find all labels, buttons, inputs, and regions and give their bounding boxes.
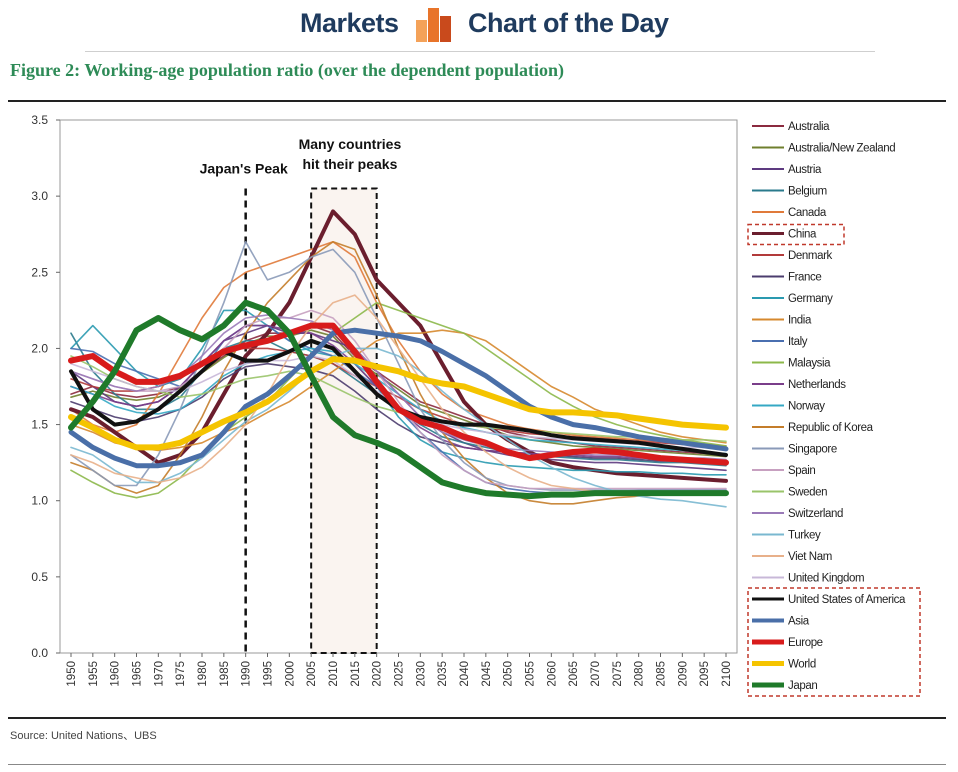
legend-label: Republic of Korea: [788, 422, 874, 434]
legend-label: Europe: [788, 637, 823, 649]
series-line-spain: [70, 309, 727, 490]
legend-label: Germany: [788, 293, 833, 305]
line-chart: Japan's Peak Many countries hit their peak…: [31, 113, 921, 697]
x-tick-label: 1955: [88, 661, 100, 687]
legend-label: India: [788, 315, 812, 327]
x-tick-label: 1950: [66, 661, 78, 687]
legend-label: United Kingdom: [788, 573, 864, 585]
x-tick-label: 2020: [372, 661, 384, 687]
x-tick-label: 2085: [656, 661, 668, 687]
x-tick-label: 2000: [284, 661, 296, 687]
x-tick-label: 2045: [481, 661, 493, 687]
y-tick-label: 0.5: [31, 570, 48, 584]
japan-peak-label: Japan's Peak: [200, 160, 288, 176]
bar-chart-icon: [416, 8, 451, 42]
x-tick-label: 1990: [241, 661, 253, 687]
y-tick-label: 3.5: [31, 113, 48, 127]
y-tick-label: 3.0: [31, 189, 48, 203]
x-tick-label: 1980: [197, 661, 209, 687]
legend-label: Turkey: [788, 530, 821, 542]
x-tick-label: 2070: [590, 661, 602, 687]
y-tick-label: 2.5: [31, 265, 48, 279]
china-highlight-box: [747, 223, 845, 246]
x-tick-label: 1975: [175, 661, 187, 687]
many-peaks-box: [310, 187, 378, 655]
legend-label: Norway: [788, 401, 825, 413]
x-tick-label: 1985: [219, 661, 231, 687]
x-tick-label: 1965: [132, 661, 144, 687]
axes: 0.0 0.5 1.0 1.5 2.0 2.5 3.0 3.5 1950 1955 1960 1965…: [31, 113, 733, 687]
legend-label: Viet Nam: [788, 551, 832, 563]
legend-label: Malaysia: [788, 358, 831, 370]
legend-label: United States of America: [788, 594, 906, 606]
x-tick-label: 2035: [437, 661, 449, 687]
regions-highlight-box: [747, 587, 921, 697]
x-tick-label: 2100: [721, 661, 733, 687]
x-tick-label: 1960: [110, 661, 122, 687]
many-peaks-label-line1: Many countries: [299, 136, 402, 152]
series-line-australia-new-zealand: [70, 329, 727, 458]
legend-label: Singapore: [788, 444, 837, 456]
x-tick-label: 2075: [612, 661, 624, 687]
legend-label: Australia/New Zealand: [788, 143, 895, 155]
series-line-europe: [68, 322, 729, 466]
header-divider: [85, 51, 875, 52]
legend-label: Denmark: [788, 250, 833, 262]
x-tick-label: 2010: [328, 661, 340, 687]
legend-label: Asia: [788, 616, 810, 628]
legend-label: Japan: [788, 680, 817, 692]
x-tick-label: 2040: [459, 661, 471, 687]
annotation-boxes: Japan's Peak Many countries hit their peak…: [200, 136, 402, 655]
many-peaks-label-line2: hit their peaks: [302, 156, 397, 172]
x-tick-label: 2030: [415, 661, 427, 687]
y-tick-label: 1.0: [31, 494, 48, 508]
series-line-asia: [68, 327, 729, 469]
figure-title: Figure 2: Working-age population ratio (…: [10, 60, 565, 80]
legend-label: Italy: [788, 336, 808, 348]
x-tick-label: 2090: [677, 661, 689, 687]
y-tick-label: 2.0: [31, 341, 48, 355]
y-tick-label: 1.5: [31, 418, 48, 432]
brand-chart-of-the-day: Chart of the Day: [468, 8, 669, 38]
legend-label: World: [788, 659, 816, 671]
legend-label: Australia: [788, 121, 830, 133]
legend-label: Sweden: [788, 487, 827, 499]
source-note: Source: United Nations、UBS: [10, 730, 157, 742]
series-line-japan: [68, 299, 729, 500]
x-tick-label: 2060: [546, 661, 558, 687]
x-tick-label: 2065: [568, 661, 580, 687]
x-tick-label: 2015: [350, 661, 362, 687]
report-header: Markets Chart of the Day: [0, 0, 958, 50]
series-lines: [68, 209, 729, 508]
legend-label: China: [788, 229, 817, 241]
x-tick-label: 2005: [306, 661, 318, 687]
x-tick-label: 2050: [503, 661, 515, 687]
title-divider: [8, 100, 946, 102]
legend-label: Austria: [788, 164, 822, 176]
x-tick-label: 1995: [263, 661, 275, 687]
legend-label: Switzerland: [788, 508, 843, 520]
legend-label: Canada: [788, 207, 827, 219]
series-line-canada: [70, 241, 727, 447]
x-tick-label: 2095: [699, 661, 711, 687]
x-tick-label: 2055: [525, 661, 537, 687]
x-tick-label: 1970: [153, 661, 165, 687]
legend-label: Netherlands: [788, 379, 846, 391]
legend: Australia Australia/New Zealand Austria Bel…: [747, 121, 921, 697]
x-tick-label: 2025: [394, 661, 406, 687]
footer-divider: [8, 717, 946, 719]
y-tick-label: 0.0: [31, 646, 48, 660]
legend-label: Belgium: [788, 186, 827, 198]
brand-markets: Markets: [300, 8, 399, 38]
series-line-world: [68, 356, 729, 451]
x-tick-label: 2080: [634, 661, 646, 687]
page-bottom-rule: [8, 764, 946, 765]
legend-label: France: [788, 272, 821, 284]
legend-label: Spain: [788, 465, 815, 477]
